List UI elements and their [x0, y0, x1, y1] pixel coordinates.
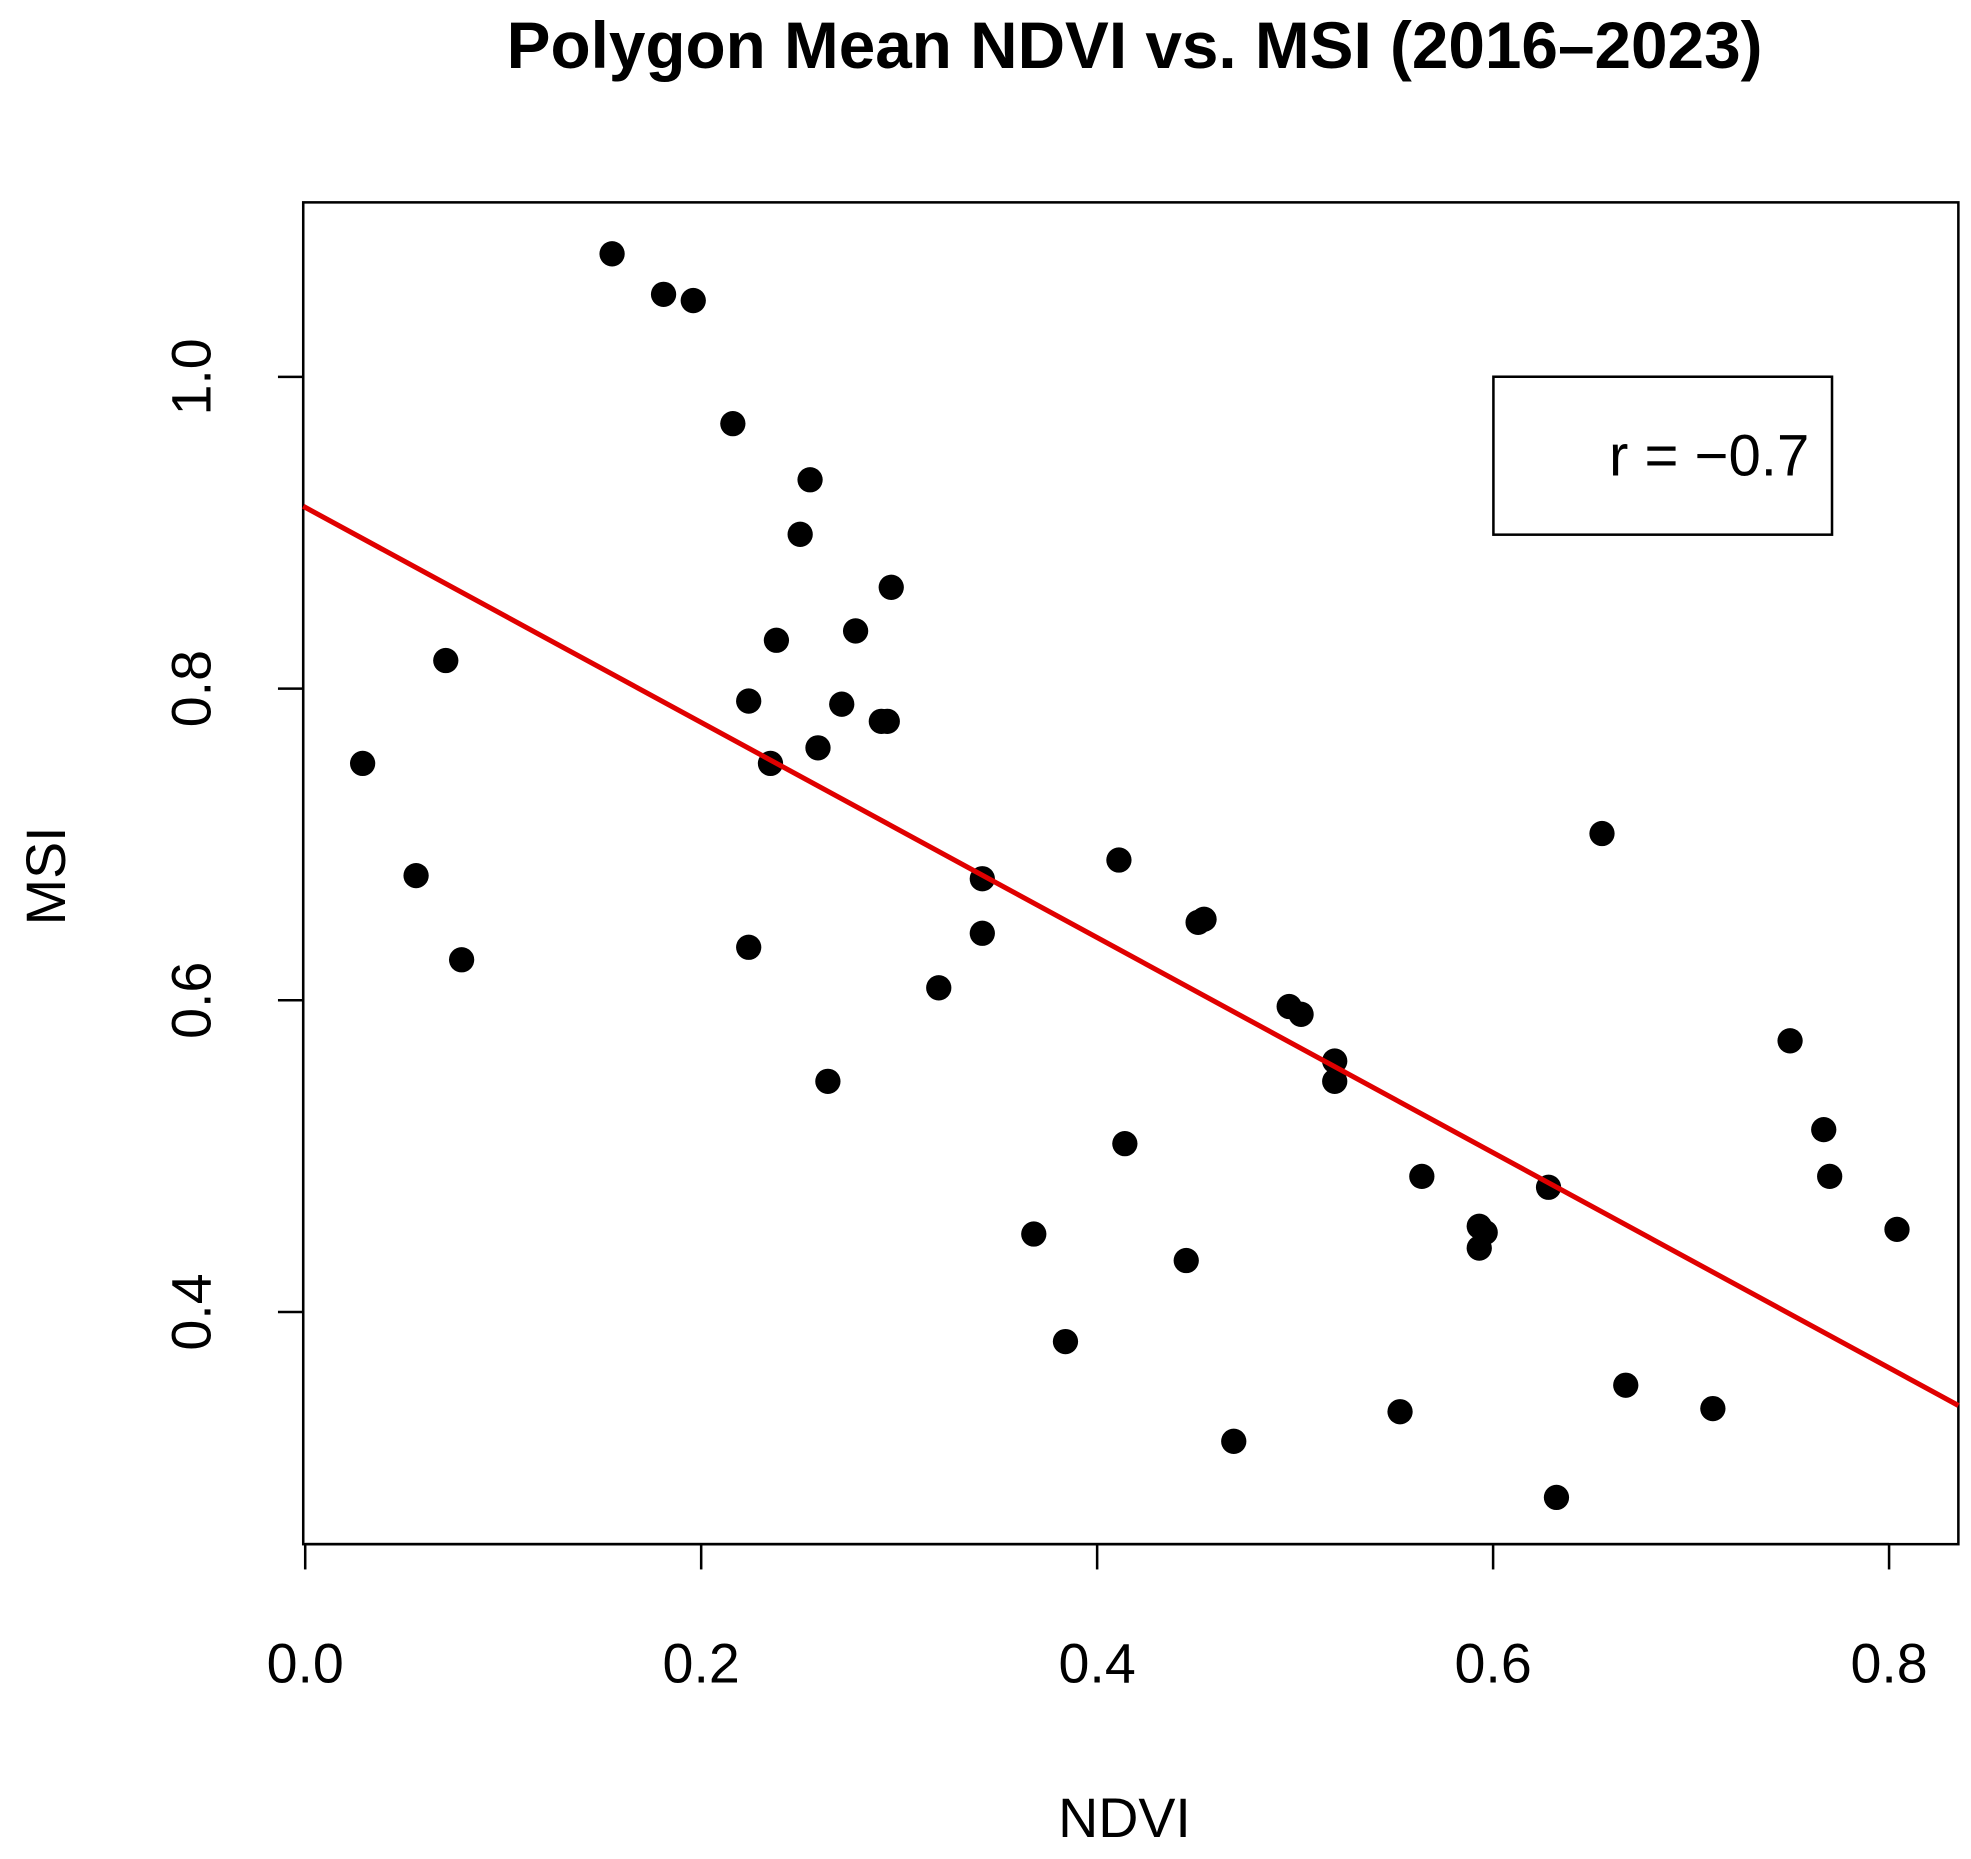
- point: [763, 627, 790, 653]
- point: [433, 647, 459, 674]
- legend-box: [1492, 375, 1834, 536]
- x-tick-label: 0.4: [1059, 1633, 1136, 1695]
- point: [680, 287, 706, 314]
- point: [926, 975, 952, 1001]
- point: [805, 735, 831, 761]
- point: [1543, 1484, 1570, 1511]
- point: [969, 920, 995, 946]
- point: [448, 947, 475, 973]
- point: [403, 862, 429, 889]
- point: [349, 750, 376, 777]
- point: [736, 688, 762, 714]
- point: [842, 618, 869, 644]
- point: [650, 281, 677, 307]
- point: [874, 708, 900, 734]
- y-tick-label: 1.0: [161, 338, 223, 415]
- x-tick-label: 0.0: [267, 1633, 344, 1695]
- point: [1106, 847, 1132, 873]
- point: [1817, 1163, 1843, 1190]
- point: [1884, 1216, 1910, 1243]
- point: [736, 934, 762, 960]
- y-tick-label: 0.4: [161, 1273, 223, 1350]
- y-axis-title: MSI: [15, 826, 77, 925]
- point: [1589, 820, 1615, 847]
- fit-line: [302, 504, 1960, 1408]
- point: [1021, 1221, 1047, 1247]
- point: [1052, 1328, 1079, 1355]
- chart-title: Polygon Mean NDVI vs. MSI (2016–2023): [507, 9, 1763, 82]
- point: [1811, 1117, 1837, 1143]
- point: [1322, 1068, 1348, 1094]
- point: [1112, 1131, 1138, 1157]
- y-tick-label: 0.6: [161, 962, 223, 1039]
- annotation: r = −0.7: [1609, 423, 1809, 488]
- point: [815, 1068, 841, 1094]
- point: [878, 574, 904, 600]
- point: [1191, 906, 1217, 932]
- point: [797, 467, 823, 493]
- y-tick-label: 0.8: [161, 650, 223, 727]
- point: [1221, 1428, 1247, 1454]
- point: [1387, 1399, 1413, 1425]
- x-tick-label: 0.8: [1850, 1633, 1927, 1695]
- point: [1409, 1163, 1435, 1190]
- x-tick-label: 0.6: [1454, 1633, 1531, 1695]
- x-tick-label: 0.2: [663, 1633, 740, 1695]
- point: [720, 411, 746, 437]
- point: [829, 691, 855, 717]
- point: [1613, 1372, 1639, 1398]
- point: [599, 241, 625, 267]
- point: [1777, 1028, 1803, 1054]
- point: [1288, 1001, 1314, 1027]
- point: [1472, 1219, 1498, 1246]
- point: [1700, 1395, 1726, 1422]
- x-axis-title: NDVI: [1058, 1787, 1191, 1849]
- point: [1173, 1247, 1199, 1274]
- point: [787, 521, 813, 547]
